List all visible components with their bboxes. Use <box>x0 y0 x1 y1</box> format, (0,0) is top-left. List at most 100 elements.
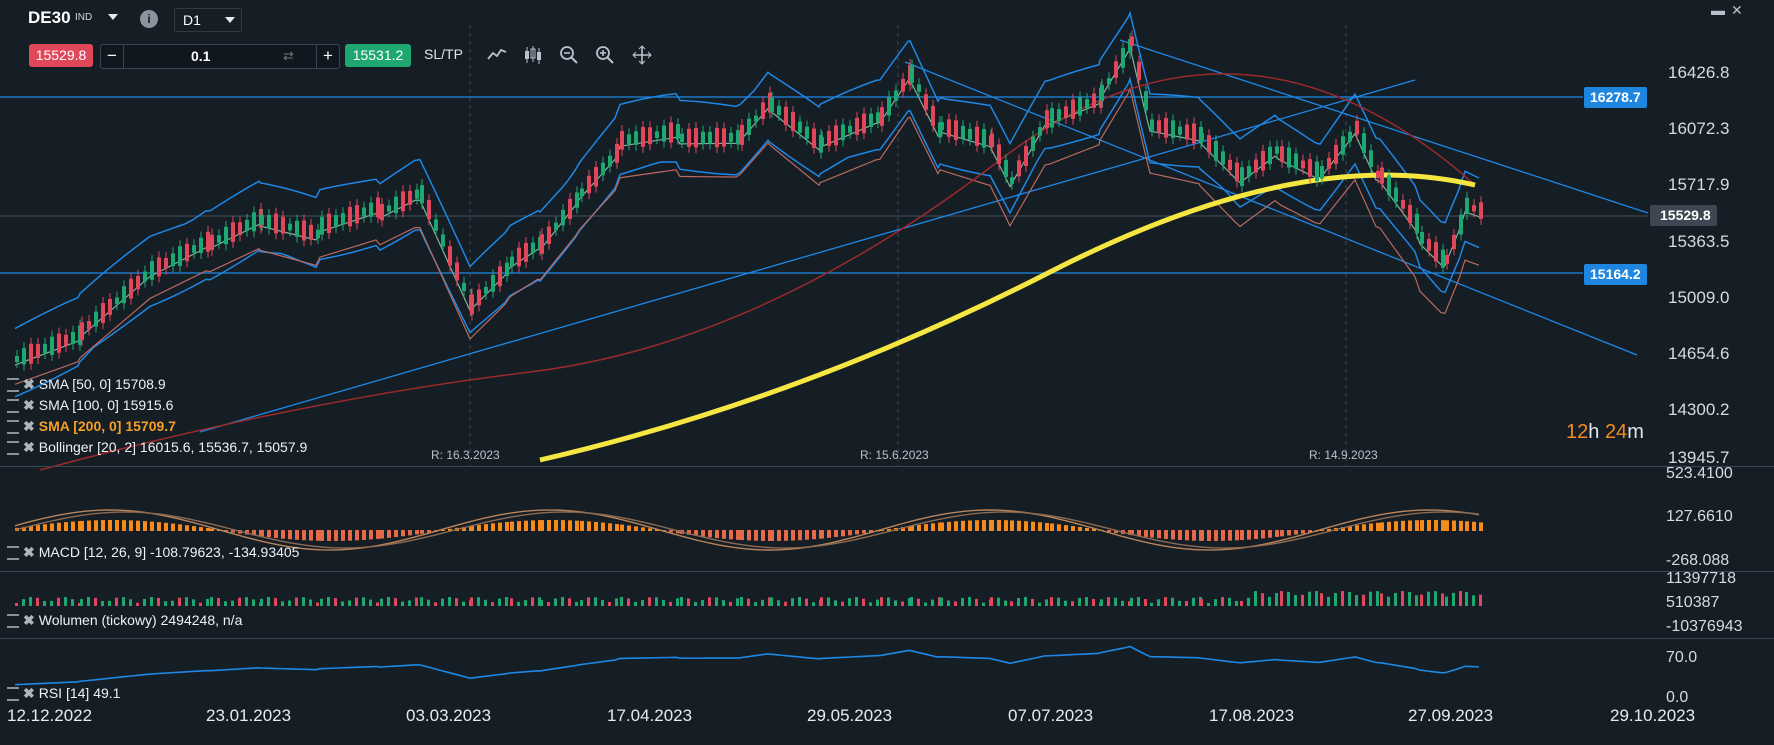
crosshair-move-icon[interactable] <box>631 44 653 66</box>
macd-histogram-bar <box>505 521 509 531</box>
volume-input[interactable]: − 0.1 ⇄ + <box>100 44 340 69</box>
channel-line <box>904 61 1638 356</box>
pane-separator[interactable] <box>0 571 1774 572</box>
candle-body <box>880 107 884 126</box>
volume-bar <box>178 597 181 606</box>
candle-body <box>1327 157 1331 169</box>
macd-histogram-bar <box>267 530 271 538</box>
volume-value[interactable]: 0.1 <box>191 48 211 64</box>
candle-body <box>876 112 880 123</box>
macd-histogram-bar <box>1465 521 1469 531</box>
macd-histogram-bar <box>855 530 859 535</box>
increase-volume-button[interactable]: + <box>316 45 339 68</box>
remove-icon[interactable]: ✖ <box>23 418 35 434</box>
macd-histogram-bar <box>798 530 802 541</box>
pane-separator[interactable] <box>0 638 1774 639</box>
price-axis-label: 16426.8 <box>1668 63 1730 82</box>
symbol-dropdown-icon[interactable] <box>108 14 118 20</box>
close-icon[interactable]: ✕ <box>1731 2 1743 18</box>
remove-icon[interactable]: ✖ <box>23 376 35 392</box>
macd-histogram-bar <box>805 530 809 540</box>
volume-bar <box>1045 599 1048 606</box>
volume-bar <box>470 597 473 606</box>
menu-icon[interactable] <box>7 614 19 629</box>
indicator-sma200[interactable]: ✖ SMA [200, 0] 15709.7 <box>7 418 176 435</box>
menu-icon[interactable] <box>7 399 19 414</box>
candles-icon[interactable] <box>522 44 544 66</box>
indicator-sma100[interactable]: ✖ SMA [100, 0] 15915.6 <box>7 397 173 414</box>
indicator-macd[interactable]: ✖ MACD [12, 26, 9] -108.79623, -134.93405 <box>7 544 299 561</box>
volume-bar <box>784 601 787 606</box>
bollinger-label: Bollinger [20, 2] 16015.6, 15536.7, 1505… <box>38 439 308 455</box>
menu-icon[interactable] <box>7 420 19 435</box>
timeframe-select[interactable]: D1 <box>174 8 242 32</box>
macd-histogram-bar <box>1144 530 1148 537</box>
volume-bar <box>171 600 174 606</box>
candle-body <box>990 133 994 148</box>
volume-bar <box>1445 596 1448 606</box>
rsi-axis-label: 70.0 <box>1666 649 1698 666</box>
support-price-tag[interactable]: 15164.2 <box>1584 264 1647 285</box>
candle-body <box>281 216 285 234</box>
volume-bar <box>669 601 672 606</box>
macd-histogram-bar <box>1348 526 1352 531</box>
candle-body <box>1472 205 1476 212</box>
decrease-volume-button[interactable]: − <box>101 45 124 68</box>
indicator-sma50[interactable]: ✖ SMA [50, 0] 15708.9 <box>7 376 166 393</box>
macd-histogram-bar <box>740 530 744 541</box>
volume-bar <box>880 597 883 606</box>
candle-body <box>1057 109 1061 121</box>
volume-bar <box>908 598 911 606</box>
time-axis-label: 17.08.2023 <box>1209 706 1295 725</box>
candle-body <box>931 105 935 126</box>
volume-bar <box>1004 600 1007 606</box>
candle-body <box>1221 151 1225 165</box>
macd-histogram-bar <box>157 522 161 531</box>
candle-body <box>217 235 221 243</box>
macd-histogram-bar <box>1415 520 1419 531</box>
macd-histogram-bar <box>143 521 147 531</box>
remove-icon[interactable]: ✖ <box>23 685 35 701</box>
candle-body <box>1107 78 1111 85</box>
candle-body <box>491 274 495 292</box>
sell-price-button[interactable]: 15529.8 <box>29 44 93 67</box>
candle-body <box>50 336 54 355</box>
volume-bar <box>554 598 557 606</box>
line-chart-icon[interactable] <box>486 44 508 66</box>
macd-histogram-bar <box>1275 530 1279 537</box>
macd-histogram-bar <box>376 530 380 539</box>
macd-histogram-bar <box>812 530 816 540</box>
symbol-name[interactable]: DE30 <box>28 8 71 27</box>
resistance-price-tag[interactable]: 16278.7 <box>1584 87 1647 108</box>
indicator-volume[interactable]: ✖ Wolumen (tickowy) 2494248, n/a <box>7 612 242 629</box>
macd-histogram-bar <box>1045 522 1049 531</box>
menu-icon[interactable] <box>7 441 19 456</box>
menu-icon[interactable] <box>7 378 19 393</box>
remove-icon[interactable]: ✖ <box>23 544 35 560</box>
zoom-out-icon[interactable] <box>558 44 580 66</box>
minimize-icon[interactable]: ▬ <box>1711 2 1725 18</box>
volume-bar <box>192 599 195 606</box>
candle-body <box>185 243 189 262</box>
candle-body <box>164 257 168 269</box>
remove-icon[interactable]: ✖ <box>23 612 35 628</box>
indicator-rsi[interactable]: ✖ RSI [14] 49.1 <box>7 685 120 702</box>
indicator-bollinger[interactable]: ✖ Bollinger [20, 2] 16015.6, 15536.7, 150… <box>7 439 307 456</box>
info-icon[interactable]: i <box>140 10 158 28</box>
candle-body <box>143 271 147 282</box>
timer-minutes: 24 <box>1604 421 1628 443</box>
sl-tp-button[interactable]: SL/TP <box>424 46 463 62</box>
buy-price-button[interactable]: 15531.2 <box>345 44 411 67</box>
macd-histogram-bar <box>594 521 598 531</box>
zoom-in-icon[interactable] <box>594 44 616 66</box>
menu-icon[interactable] <box>7 687 19 702</box>
volume-bar <box>1308 591 1311 606</box>
swap-icon[interactable]: ⇄ <box>283 48 294 63</box>
candle-body <box>554 222 558 231</box>
remove-icon[interactable]: ✖ <box>23 397 35 413</box>
menu-icon[interactable] <box>7 546 19 561</box>
candle-body <box>1434 242 1438 262</box>
remove-icon[interactable]: ✖ <box>23 439 35 455</box>
pane-separator[interactable] <box>0 466 1774 467</box>
